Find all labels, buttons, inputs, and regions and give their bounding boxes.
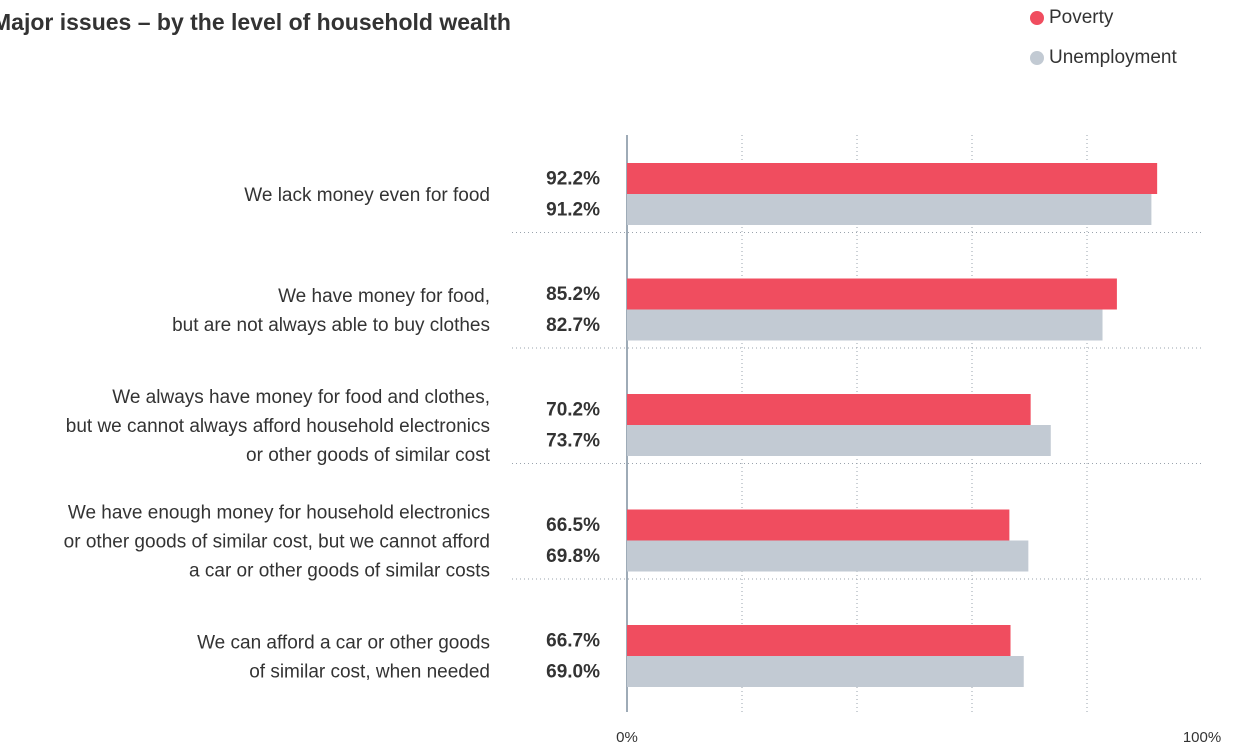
legend-item-unemployment[interactable]: Unemployment: [1030, 46, 1177, 70]
bar-poverty-4: [627, 509, 1010, 541]
bar-unemployment-4: [627, 540, 1029, 572]
data-label-poverty-2: 85.2%: [546, 284, 600, 305]
legend-marker-poverty: [1030, 11, 1044, 25]
category-label-line: We always have money for food and clothe…: [112, 387, 490, 408]
bar-unemployment-5: [627, 656, 1024, 687]
data-label-unemployment-3: 73.7%: [546, 431, 600, 452]
chart-title: Major issues – by the level of household…: [0, 9, 511, 35]
category-label-line: or other goods of similar cost, but we c…: [64, 532, 490, 553]
data-label-unemployment-1: 91.2%: [546, 200, 600, 221]
category-label-line: of similar cost, when needed: [249, 662, 490, 683]
category-label-2: We have money for food, but are not alway…: [172, 286, 490, 336]
data-label-poverty-4: 66.5%: [546, 515, 600, 536]
category-label-line: We have enough money for household elect…: [68, 503, 490, 524]
category-label-line: or other goods of similar cost: [246, 445, 491, 466]
legend-label-poverty: Poverty: [1049, 7, 1114, 28]
bar-poverty-1: [627, 163, 1158, 194]
legend-marker-unemployment: [1030, 51, 1044, 65]
legend: Poverty Unemployment: [1030, 6, 1177, 86]
data-label-poverty-5: 66.7%: [546, 631, 600, 652]
category-label-line: a car or other goods of similar costs: [189, 561, 490, 582]
bar-unemployment-2: [627, 309, 1103, 341]
category-label-line: We have money for food,: [278, 286, 490, 307]
bar-poverty-3: [627, 394, 1031, 425]
category-label-line: but are not always able to buy clothes: [172, 315, 490, 336]
category-label-5: We can afford a car or other goods of sim…: [197, 633, 490, 683]
category-label-line: but we cannot always afford household el…: [66, 416, 490, 437]
category-label-line: We lack money even for food: [244, 185, 490, 206]
data-label-unemployment-4: 69.8%: [546, 546, 600, 567]
x-tick-label-100: 100%: [1183, 729, 1221, 746]
bar-poverty-2: [627, 278, 1117, 310]
category-label-line: We can afford a car or other goods: [197, 633, 490, 654]
x-tick-label-0: 0%: [616, 729, 638, 746]
category-label-1: We lack money even for food: [244, 185, 490, 206]
data-label-unemployment-5: 69.0%: [546, 662, 600, 683]
legend-label-unemployment: Unemployment: [1049, 47, 1177, 68]
data-label-unemployment-2: 82.7%: [546, 315, 600, 336]
category-label-3: We always have money for food and clothe…: [66, 387, 491, 466]
data-label-poverty-1: 92.2%: [546, 169, 600, 190]
bar-unemployment-3: [627, 425, 1051, 456]
data-label-poverty-3: 70.2%: [546, 400, 600, 421]
legend-item-poverty[interactable]: Poverty: [1030, 6, 1177, 30]
bar-poverty-5: [627, 625, 1011, 656]
bar-unemployment-1: [627, 194, 1152, 225]
category-label-4: We have enough money for household elect…: [64, 503, 490, 582]
